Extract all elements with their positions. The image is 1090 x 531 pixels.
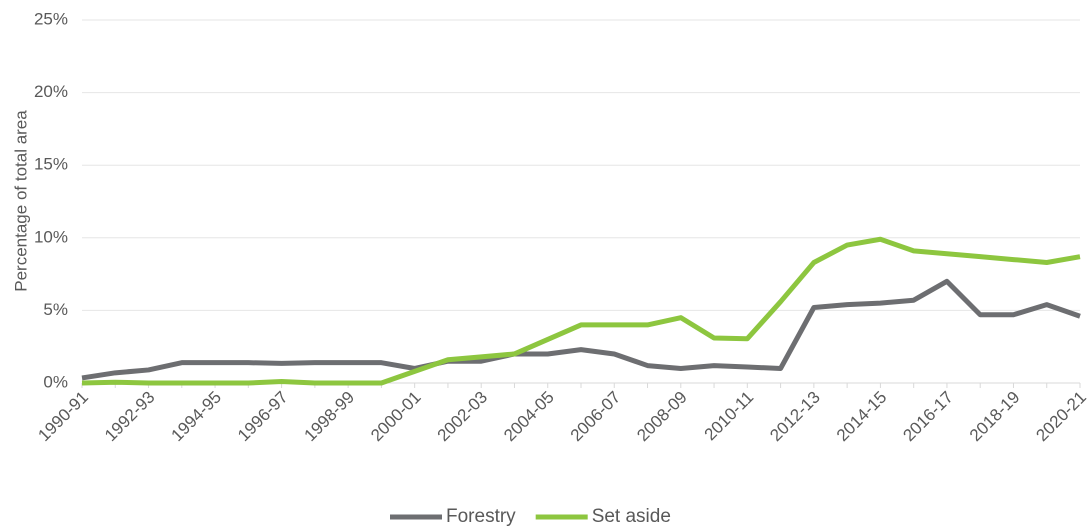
x-tick-label: 2000-01 [367,388,425,446]
x-tick-label: 2020-21 [1032,388,1090,446]
legend-label: Forestry [446,506,516,527]
x-tick-label: 2012-13 [766,388,824,446]
y-tick-label: 0% [43,372,68,391]
x-tick-label: 2010-11 [701,388,758,445]
series-line [81,278,1081,381]
y-tick-label: 5% [43,300,68,319]
y-axis-label: Percentage of total area [11,110,30,292]
x-tick-label: 1990-91 [34,388,92,446]
y-tick-label: 15% [34,155,68,174]
x-tick-label: 2014-15 [833,388,891,446]
x-tick-label: 2018-19 [966,388,1024,446]
x-tick-label: 1998-99 [301,388,359,446]
x-tick-label: 2002-03 [434,388,492,446]
x-tick-label: 1994-95 [168,388,226,446]
x-tick-label: 1996-97 [234,388,292,446]
legend-label: Set aside [592,506,671,527]
y-tick-label: 25% [34,9,68,28]
x-tick-label: 2004-05 [500,388,558,446]
y-tick-label: 10% [34,227,68,246]
x-tick-label: 2006-07 [567,388,625,446]
series-line [81,236,1081,386]
y-tick-label: 20% [34,82,68,101]
x-tick-label: 2008-09 [633,388,691,446]
x-tick-label: 1992-93 [101,388,159,446]
x-tick-label: 2016-17 [899,388,957,446]
